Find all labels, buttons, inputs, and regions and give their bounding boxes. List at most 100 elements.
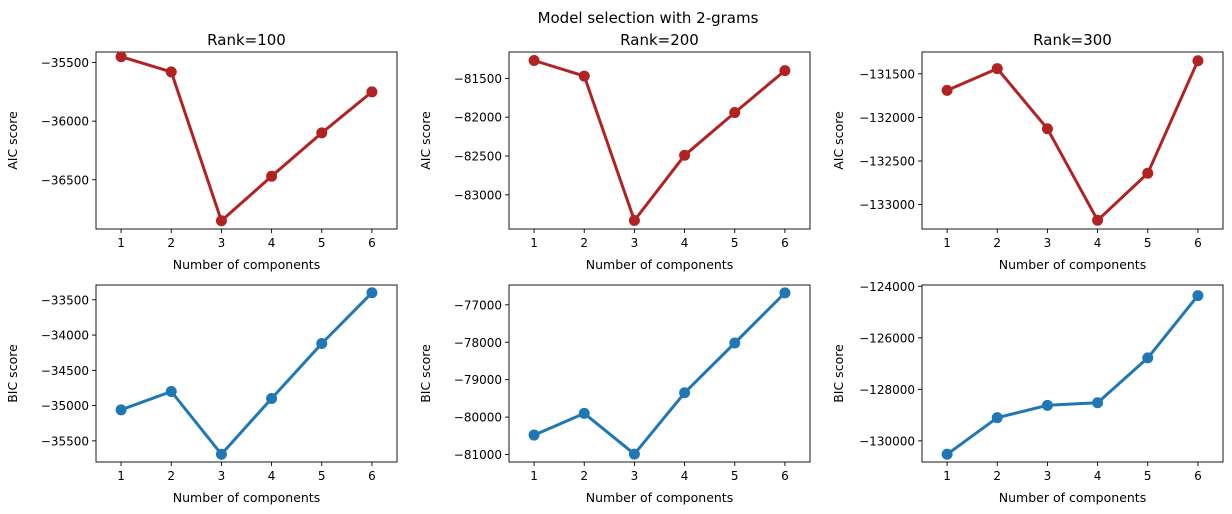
y-axis-label: AIC score xyxy=(418,111,433,170)
bic-data-point xyxy=(578,407,590,419)
x-tick-label: 2 xyxy=(993,236,1001,250)
bic-series-line xyxy=(946,294,1200,456)
x-tick-label: 1 xyxy=(943,469,951,483)
x-tick-label: 5 xyxy=(318,469,326,483)
bic-data-point xyxy=(779,287,791,299)
bic-data-point xyxy=(1092,397,1104,409)
y-tick-label: −33500 xyxy=(41,293,89,307)
aic-data-point xyxy=(115,51,127,63)
y-tick-label: −77000 xyxy=(454,298,502,312)
y-tick-label: −36500 xyxy=(41,173,89,187)
bic-data-point xyxy=(1041,399,1053,411)
bic-data-point xyxy=(266,393,278,405)
y-tick-label: −78000 xyxy=(454,336,502,350)
x-tick-label: 1 xyxy=(117,469,125,483)
y-tick-label: −81000 xyxy=(454,448,502,462)
x-axis-label: Number of components xyxy=(586,490,733,505)
y-tick-label: −36000 xyxy=(41,115,89,129)
y-tick-label: −83000 xyxy=(454,188,502,202)
x-axis-label: Number of components xyxy=(586,257,733,272)
x-tick-label: 4 xyxy=(681,469,689,483)
aic-data-point xyxy=(316,127,328,139)
y-tick-label: −34500 xyxy=(41,364,89,378)
x-tick-label: 2 xyxy=(167,236,175,250)
axes-frame xyxy=(95,51,398,230)
x-tick-label: 2 xyxy=(580,236,588,250)
x-tick-label: 1 xyxy=(943,236,951,250)
y-tick-label: −35500 xyxy=(41,56,89,70)
axes-frame xyxy=(921,284,1224,463)
x-tick-label: 2 xyxy=(580,469,588,483)
aic-data-point xyxy=(779,65,791,77)
x-tick-label: 3 xyxy=(1044,236,1052,250)
x-tick-label: 5 xyxy=(1144,236,1152,250)
x-tick-label: 2 xyxy=(167,469,175,483)
x-tick-label: 4 xyxy=(268,236,276,250)
aic-series-line xyxy=(120,55,373,223)
aic-data-point xyxy=(578,70,590,82)
subplot-4: 1 2 3 4 5 6 −33500 −34000 −34500 −35000 −35500 Numb… xyxy=(5,284,398,505)
bic-data-point xyxy=(115,404,127,416)
y-tick-label: −35500 xyxy=(41,434,89,448)
bic-data-point xyxy=(679,387,691,399)
subplot-title: Rank=300 xyxy=(1033,31,1112,49)
x-tick-label: 3 xyxy=(631,469,639,483)
y-tick-label: −82000 xyxy=(454,111,502,125)
subplot-1: 1 2 3 4 5 6 −35500 −36000 −36500 Number of compon… xyxy=(5,31,398,272)
x-axis-label: Number of components xyxy=(173,490,320,505)
x-axis-label: Number of components xyxy=(999,257,1146,272)
y-axis-label: AIC score xyxy=(5,111,20,170)
x-tick-label: 3 xyxy=(218,469,226,483)
bic-data-point xyxy=(215,448,227,460)
x-tick-label: 6 xyxy=(1194,236,1202,250)
aic-series-line xyxy=(533,59,786,222)
bic-data-point xyxy=(316,338,328,350)
y-tick-label: −132000 xyxy=(859,111,915,125)
subplot-3: 1 2 3 4 5 6 −131500 −132000 −132500 −133000 Number… xyxy=(831,31,1224,272)
x-tick-label: 1 xyxy=(530,469,538,483)
bic-series-line xyxy=(533,291,786,456)
subplot-5: 1 2 3 4 5 6 −77000 −78000 −79000 −80000 −81000 Numb… xyxy=(418,284,811,505)
x-tick-label: 3 xyxy=(218,236,226,250)
x-tick-label: 6 xyxy=(368,469,376,483)
aic-data-point xyxy=(991,63,1003,75)
y-tick-label: −35000 xyxy=(41,399,89,413)
axes-frame xyxy=(95,284,398,463)
y-tick-label: −34000 xyxy=(41,329,89,343)
y-tick-label: −133000 xyxy=(859,198,915,212)
y-axis-label: BIC score xyxy=(5,344,20,403)
subplot-6: 1 2 3 4 5 6 −124000 −126000 −128000 −130000 Number… xyxy=(831,280,1224,505)
x-tick-label: 4 xyxy=(1094,469,1102,483)
x-tick-label: 5 xyxy=(731,469,739,483)
aic-data-point xyxy=(165,66,177,78)
x-tick-label: 1 xyxy=(117,236,125,250)
bic-data-point xyxy=(1142,352,1154,364)
x-tick-label: 5 xyxy=(318,236,326,250)
x-axis-label: Number of components xyxy=(173,257,320,272)
x-tick-label: 6 xyxy=(368,236,376,250)
aic-data-point xyxy=(215,215,227,227)
x-tick-label: 3 xyxy=(1044,469,1052,483)
aic-data-point xyxy=(679,149,691,161)
figure-suptitle: Model selection with 2-grams xyxy=(538,9,759,27)
x-tick-label: 5 xyxy=(731,236,739,250)
bic-data-point xyxy=(165,385,177,397)
aic-data-point xyxy=(366,86,378,98)
aic-data-point xyxy=(266,170,278,182)
bic-data-point xyxy=(991,412,1003,424)
subplot-title: Rank=100 xyxy=(207,31,286,49)
aic-data-point xyxy=(729,107,741,119)
y-tick-label: −81500 xyxy=(454,72,502,86)
aic-data-point xyxy=(1041,123,1053,135)
bic-data-point xyxy=(1192,290,1204,302)
bic-data-point xyxy=(528,429,540,441)
axes-frame xyxy=(508,51,811,230)
axes-frame xyxy=(921,51,1224,230)
subplot-title: Rank=200 xyxy=(620,31,699,49)
aic-data-point xyxy=(1192,55,1204,67)
x-tick-label: 4 xyxy=(681,236,689,250)
aic-data-point xyxy=(1142,167,1154,179)
y-tick-label: −130000 xyxy=(859,434,915,448)
bic-data-point xyxy=(941,448,953,460)
aic-data-point xyxy=(528,55,540,67)
